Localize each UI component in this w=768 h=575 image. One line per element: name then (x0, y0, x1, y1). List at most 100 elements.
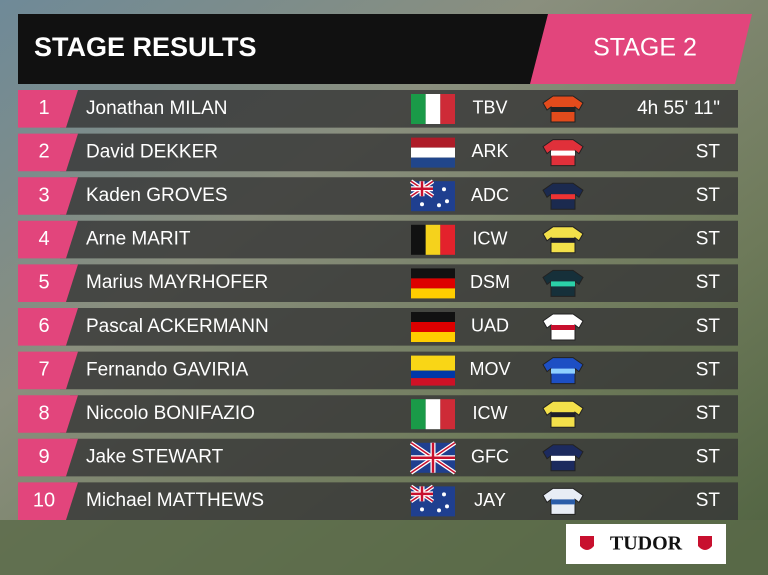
flag (445, 199, 449, 204)
time: ST (696, 229, 721, 250)
time: ST (696, 272, 721, 293)
team-code: ICW (473, 228, 508, 248)
rank-badge (18, 482, 78, 520)
rider-name: Michael MATTHEWS (86, 490, 264, 511)
flag (411, 355, 455, 371)
rank-badge (18, 177, 78, 215)
team-code: JAY (474, 490, 506, 510)
rank-badge (18, 220, 78, 259)
rank-badge (18, 351, 78, 390)
rider-name: David DEKKER (86, 141, 218, 162)
rank-badge (18, 308, 78, 346)
team-code: ICW (473, 403, 508, 423)
team-code: DSM (470, 272, 510, 292)
title: STAGE RESULTS (34, 32, 257, 62)
sponsor-shield (698, 536, 712, 550)
team-code: TBV (472, 98, 507, 118)
flag (411, 157, 455, 168)
flag (411, 147, 455, 158)
jersey-stripe (551, 499, 575, 505)
time: ST (696, 490, 721, 511)
jersey-stripe (551, 368, 575, 374)
flag (411, 442, 455, 473)
flag (411, 268, 455, 279)
rank-badge (18, 133, 78, 172)
rider-name: Fernando GAVIRIA (86, 359, 249, 380)
jersey-stripe (551, 150, 575, 156)
stage-badge (530, 14, 752, 84)
jersey-stripe (551, 237, 575, 243)
team-code: ADC (471, 185, 509, 205)
time: 4h 55' 11" (637, 98, 720, 119)
rider-name: Marius MAYRHOFER (86, 272, 268, 293)
rider-name: Jonathan MILAN (86, 98, 228, 119)
rider-name: Arne MARIT (86, 229, 191, 250)
rider-name: Jake STEWART (86, 447, 224, 468)
flag (440, 224, 455, 255)
flag (437, 508, 441, 513)
rank-badge (18, 90, 78, 128)
flag (411, 94, 426, 124)
rank-badge (18, 395, 78, 433)
jersey-stripe (551, 325, 575, 330)
rank-badge (18, 438, 78, 477)
rank: 7 (38, 359, 49, 381)
stage-label: STAGE 2 (593, 34, 697, 62)
team-code: UAD (471, 316, 509, 336)
flag (411, 332, 455, 342)
flag (425, 224, 441, 255)
time: ST (696, 359, 721, 380)
time: ST (696, 403, 721, 424)
jersey-stripe (551, 107, 575, 112)
rank: 5 (38, 271, 49, 293)
team-code: GFC (471, 446, 509, 466)
flag (411, 486, 433, 502)
time: ST (696, 316, 721, 337)
rider-name: Niccolo BONIFAZIO (86, 403, 255, 424)
rank: 10 (33, 489, 55, 511)
time: ST (696, 447, 721, 468)
header-bar (18, 14, 558, 84)
flag (440, 399, 455, 430)
jersey-stripe (551, 412, 575, 418)
flag (440, 94, 455, 124)
flag (411, 312, 455, 322)
time: ST (696, 141, 721, 162)
flag (411, 278, 455, 289)
rank: 6 (38, 315, 49, 337)
flag (411, 322, 455, 332)
rank-badge (18, 264, 78, 302)
flag (411, 181, 433, 197)
team-code: MOV (469, 359, 510, 379)
rank: 4 (38, 228, 49, 250)
rank: 8 (38, 402, 49, 424)
flag (411, 370, 455, 379)
rider-name: Pascal ACKERMANN (86, 316, 269, 337)
jersey-stripe (551, 281, 575, 287)
sponsor-shield (580, 536, 594, 550)
flag (425, 399, 441, 430)
rank: 3 (38, 184, 49, 206)
flag (442, 492, 446, 497)
flag (420, 507, 424, 512)
sponsor: TUDOR (610, 533, 683, 555)
time: ST (696, 185, 721, 206)
team-code: ARK (471, 141, 508, 161)
flag (411, 378, 455, 386)
flag (437, 203, 441, 208)
rank: 2 (38, 141, 49, 163)
jersey-stripe (551, 455, 575, 461)
rider-name: Kaden GROVES (86, 185, 228, 206)
flag (411, 288, 455, 299)
flag (411, 137, 455, 148)
flag (442, 187, 446, 192)
rank: 9 (38, 446, 49, 468)
flag (445, 504, 449, 509)
flag (420, 202, 424, 207)
jersey-stripe (551, 194, 575, 200)
rank: 1 (38, 97, 49, 119)
flag (425, 94, 441, 124)
flag (411, 399, 426, 430)
flag (411, 224, 426, 255)
